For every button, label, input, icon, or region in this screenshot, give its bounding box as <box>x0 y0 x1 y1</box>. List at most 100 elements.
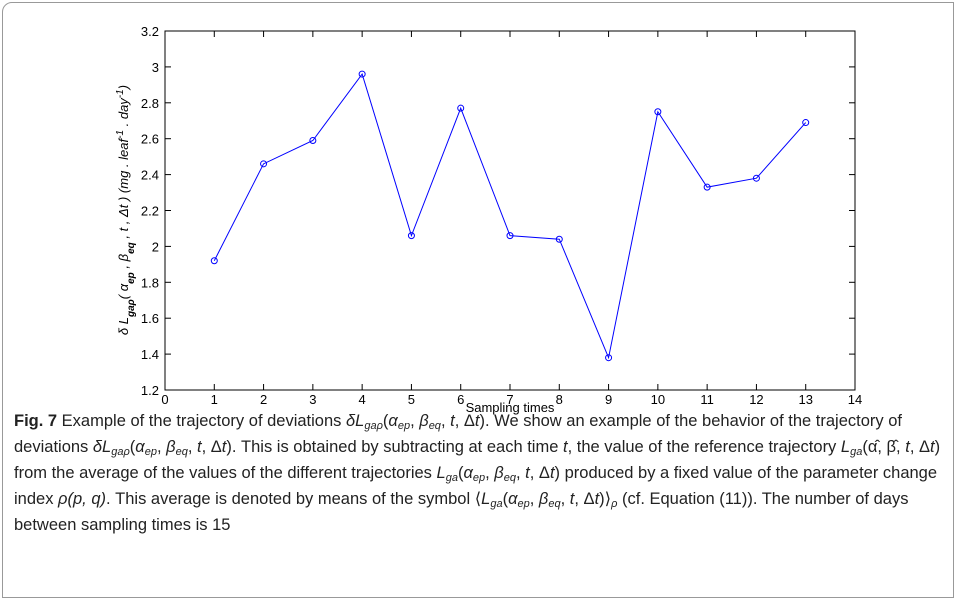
data-line <box>213 72 807 360</box>
y-axis-label-part: β <box>116 253 131 262</box>
caption-part: eq <box>503 472 516 484</box>
y-tick-label: 1.4 <box>141 347 159 362</box>
caption-part: δL <box>92 438 112 456</box>
caption-part: L <box>436 464 446 482</box>
caption-part: t <box>562 438 568 456</box>
caption-part: ga <box>850 446 863 458</box>
y-axis-label-part: -1 <box>115 130 126 139</box>
y-axis-label-part: eq <box>126 242 137 254</box>
y-axis-label-part: . day <box>116 97 131 130</box>
caption-part: α <box>508 490 518 508</box>
caption-part: ( <box>502 490 509 508</box>
data-point <box>210 257 218 265</box>
caption-part: , Δ <box>529 464 550 482</box>
caption-part: , Δ <box>201 438 222 456</box>
y-axis-label-part: -1 <box>115 89 126 98</box>
caption-part: , <box>560 490 570 508</box>
data-point <box>457 104 465 112</box>
caption-part: ga <box>490 498 503 510</box>
x-tick-label: 13 <box>798 392 812 407</box>
caption-part: eq <box>428 420 441 432</box>
y-tick-label: 3 <box>152 60 159 75</box>
caption-part: ep <box>397 420 411 432</box>
caption-part: Example of the trajectory of deviations <box>57 412 346 430</box>
x-tick-label: 12 <box>749 392 763 407</box>
data-point <box>752 174 760 182</box>
x-tick-label: 14 <box>848 392 862 407</box>
x-tick-label: 1 <box>211 392 218 407</box>
caption-part: β <box>166 438 176 456</box>
y-axis-label-part: , t , Δt ) (mg . leaf <box>116 138 131 243</box>
x-tick-label: 0 <box>161 392 168 407</box>
caption-part: β <box>538 490 549 508</box>
caption-part: β <box>419 412 429 430</box>
y-tick-label: 2.6 <box>141 132 159 147</box>
data-point <box>802 119 810 127</box>
y-tick-label: 2.2 <box>141 204 159 219</box>
caption-part: , <box>187 438 197 456</box>
plot-area <box>164 30 856 391</box>
caption-part: δL <box>346 412 365 430</box>
caption-part: , <box>485 464 495 482</box>
caption-part: . This average is denoted by means of th… <box>106 490 482 508</box>
caption-part: ( <box>129 438 136 456</box>
caption-part: t <box>549 464 555 482</box>
caption-part: , <box>410 412 420 430</box>
caption-part: , the value of the reference trajectory <box>567 438 841 456</box>
caption-part: , Δ <box>909 438 931 456</box>
caption-part: α <box>135 438 145 456</box>
caption-part: ep <box>472 472 486 484</box>
x-tick-label: 3 <box>309 392 316 407</box>
caption-part: t <box>221 438 227 456</box>
data-point <box>506 232 514 240</box>
caption-part: ). This is obtained by subtracting at ea… <box>226 438 563 456</box>
y-tick-label: 2.4 <box>141 168 159 183</box>
x-tick-label: 4 <box>359 392 366 407</box>
caption-part: L <box>840 438 851 456</box>
x-tick-label: 6 <box>457 392 464 407</box>
y-tick-label: 2.8 <box>141 96 159 111</box>
caption-part: ga <box>445 472 458 484</box>
data-point <box>309 136 317 144</box>
caption: Fig. 7 Example of the trajectory of devi… <box>14 408 944 538</box>
x-tick-label: 5 <box>408 392 415 407</box>
x-tick-label: 9 <box>605 392 612 407</box>
caption-part: ) from the average of the values of the … <box>14 438 941 482</box>
y-axis-label-part: gaρ <box>126 299 137 318</box>
y-axis-label-part: , <box>116 261 131 272</box>
y-tick-label: 3.2 <box>141 24 159 39</box>
caption-part: t <box>450 412 455 430</box>
caption-part: (α̂, β̂, <box>862 438 906 456</box>
data-point <box>260 160 268 168</box>
caption-part: ( <box>457 464 464 482</box>
data-point <box>654 108 662 116</box>
caption-part: , <box>156 438 167 456</box>
y-axis-label-part: ) <box>116 85 131 91</box>
y-axis-label-part: α <box>116 283 131 291</box>
y-tick-label: 2 <box>152 239 159 254</box>
caption-part: eq <box>175 446 188 458</box>
y-axis-label-part: ep <box>126 272 137 284</box>
data-point <box>358 70 366 78</box>
data-point <box>555 235 563 243</box>
caption-part: t <box>905 438 910 456</box>
caption-part: t <box>594 490 600 508</box>
caption-part: t <box>569 490 575 508</box>
caption-part: (cf. Equation (11)). The number of days … <box>14 490 909 534</box>
caption-part: β <box>494 464 504 482</box>
x-tick-label: 10 <box>651 392 665 407</box>
y-tick-label: 1.8 <box>141 275 159 290</box>
caption-part: , <box>440 412 451 430</box>
y-axis-label-part: δ L <box>116 317 131 335</box>
y-axis-label-part: ( <box>116 291 131 299</box>
x-tick-label: 8 <box>556 392 563 407</box>
y-tick-label: 1.6 <box>141 311 159 326</box>
caption-part: ρ(p, q) <box>58 490 106 508</box>
caption-part: t <box>930 438 935 456</box>
caption-part: α <box>463 464 473 482</box>
caption-part: )⟩ <box>599 490 612 508</box>
y-axis-label: δ Lgaρ( αep , βeq , t , Δt ) (mg . leaf-… <box>115 85 137 335</box>
x-tick-label: 2 <box>260 392 267 407</box>
